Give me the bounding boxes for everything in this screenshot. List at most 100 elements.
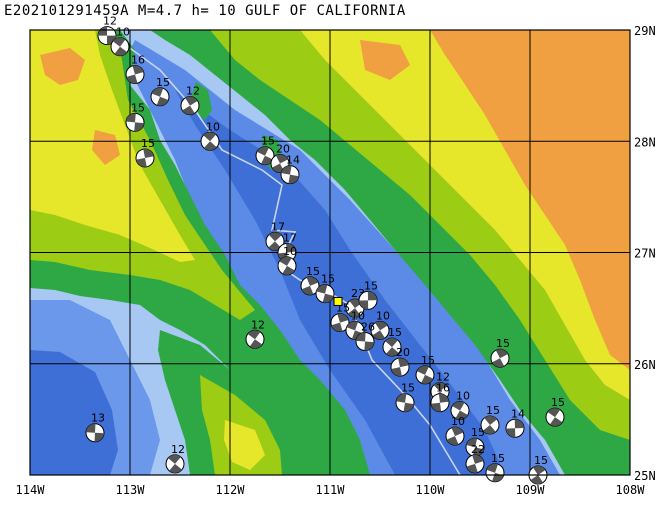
focal-mechanism: 14 (280, 154, 300, 185)
compressional-quadrant (126, 113, 136, 123)
compressional-quadrant (492, 358, 505, 368)
compressional-quadrant (275, 154, 289, 164)
compressional-quadrant (433, 382, 447, 392)
depth-label: 15 (388, 326, 402, 339)
compressional-quadrant (94, 432, 104, 442)
compressional-quadrant (261, 155, 274, 165)
depth-label: 10 (283, 245, 297, 258)
compressional-quadrant (446, 436, 459, 446)
depth-label: 16 (436, 382, 450, 395)
compressional-quadrant (112, 37, 126, 47)
depth-label: 15 (421, 354, 435, 367)
focal-mechanism: 10 (277, 245, 297, 276)
depth-label: 12 (171, 443, 185, 456)
depth-label: 20 (276, 143, 290, 156)
longitude-label: 112W (216, 483, 246, 497)
focal-mechanism: 20 (270, 143, 290, 173)
compressional-quadrant (316, 284, 328, 294)
depth-label: 15 (486, 404, 500, 417)
map-title: E202101291459A M=4.7 h= 10 GULF OF CALIF… (4, 3, 406, 19)
compressional-quadrant (256, 146, 269, 156)
compressional-quadrant (136, 157, 147, 167)
compressional-quadrant (306, 276, 319, 286)
depth-label: 15 (321, 273, 335, 286)
depth-label: 15 (306, 265, 320, 278)
focal-mechanism: 22 (465, 443, 485, 474)
compressional-quadrant (126, 74, 138, 84)
compressional-quadrant (530, 475, 544, 485)
compressional-quadrant (396, 393, 407, 403)
focal-mechanism: 16 (430, 382, 450, 413)
longitude-label: 114W (16, 483, 46, 497)
focal-mechanism: 15 (485, 452, 505, 483)
compressional-quadrant (156, 96, 169, 106)
compressional-quadrant (268, 241, 282, 251)
focal-mechanism: 16 (125, 54, 145, 84)
baja-south-peak (224, 420, 265, 470)
longitude-label: 108W (616, 483, 646, 497)
compressional-quadrant (359, 300, 369, 310)
depth-label: 15 (141, 137, 155, 150)
longitude-labels: 114W 113W 112W 111W 110W 109W 108W (16, 483, 646, 497)
compressional-quadrant (466, 438, 478, 448)
focal-mechanism: 17 (265, 220, 285, 251)
depth-label: 20 (396, 346, 410, 359)
baja-peaks-2 (92, 130, 120, 165)
depth-label: 10 (206, 120, 220, 133)
compressional-quadrant (356, 332, 366, 342)
focal-mechanism: 15 (415, 354, 435, 385)
depth-label: 12 (186, 85, 200, 98)
depth-label: 17 (283, 232, 297, 245)
focal-mechanism: 20 (390, 346, 410, 377)
compressional-quadrant (367, 291, 377, 301)
compressional-quadrant (169, 463, 182, 473)
compressional-quadrant (168, 454, 181, 464)
compressional-quadrant (347, 308, 361, 318)
focal-mechanism: 15 (125, 101, 145, 132)
compressional-quadrant (203, 132, 217, 142)
depth-label: 15 (551, 396, 565, 409)
compressional-quadrant (182, 105, 195, 115)
compressional-quadrant (279, 256, 292, 266)
compressional-quadrant (452, 401, 465, 411)
depth-label: 15 (496, 337, 510, 350)
mainland-sierra (430, 30, 630, 370)
depth-label: 10 (456, 389, 470, 402)
compressional-quadrant (375, 321, 388, 331)
latitude-label: 28N (634, 135, 656, 149)
focal-mechanism: 26 (355, 321, 375, 351)
compressional-quadrant (286, 243, 296, 253)
focal-mechanism: 15 (465, 426, 485, 457)
focal-mechanism: 15 (545, 396, 565, 427)
depth-label: 10 (376, 309, 390, 322)
compressional-quadrant (114, 46, 128, 56)
compressional-quadrant (98, 26, 107, 36)
compressional-quadrant (185, 96, 198, 106)
latitude-label: 27N (634, 247, 656, 261)
latitude-label: 26N (634, 358, 656, 372)
compressional-quadrant (472, 454, 484, 464)
depth-label: 12 (436, 371, 450, 384)
longitude-label: 113W (116, 483, 146, 497)
focal-mechanism: 15 (490, 337, 510, 368)
depth-label: 26 (361, 321, 375, 334)
compressional-quadrant (372, 330, 385, 340)
depth-label: 12 (251, 318, 265, 331)
graticule (30, 30, 630, 475)
compressional-quadrant (249, 339, 263, 349)
focal-mechanism: 10 (450, 389, 470, 420)
focal-mechanism: 15 (358, 279, 378, 310)
depth-label: 14 (511, 407, 525, 420)
compressional-quadrant (203, 141, 217, 151)
baja-peaks (40, 48, 85, 85)
compressional-quadrant (416, 365, 429, 375)
depth-label: 10 (351, 309, 365, 322)
compressional-quadrant (514, 419, 524, 429)
depth-label: 15 (261, 135, 275, 148)
focal-mechanism: 15 (480, 404, 500, 435)
compressional-quadrant (247, 330, 261, 340)
depth-label: 15 (491, 452, 505, 465)
focal-mechanism: 15 (330, 302, 350, 333)
focal-mechanism: 15 (300, 265, 320, 296)
focal-mechanism: 12 (97, 15, 117, 46)
